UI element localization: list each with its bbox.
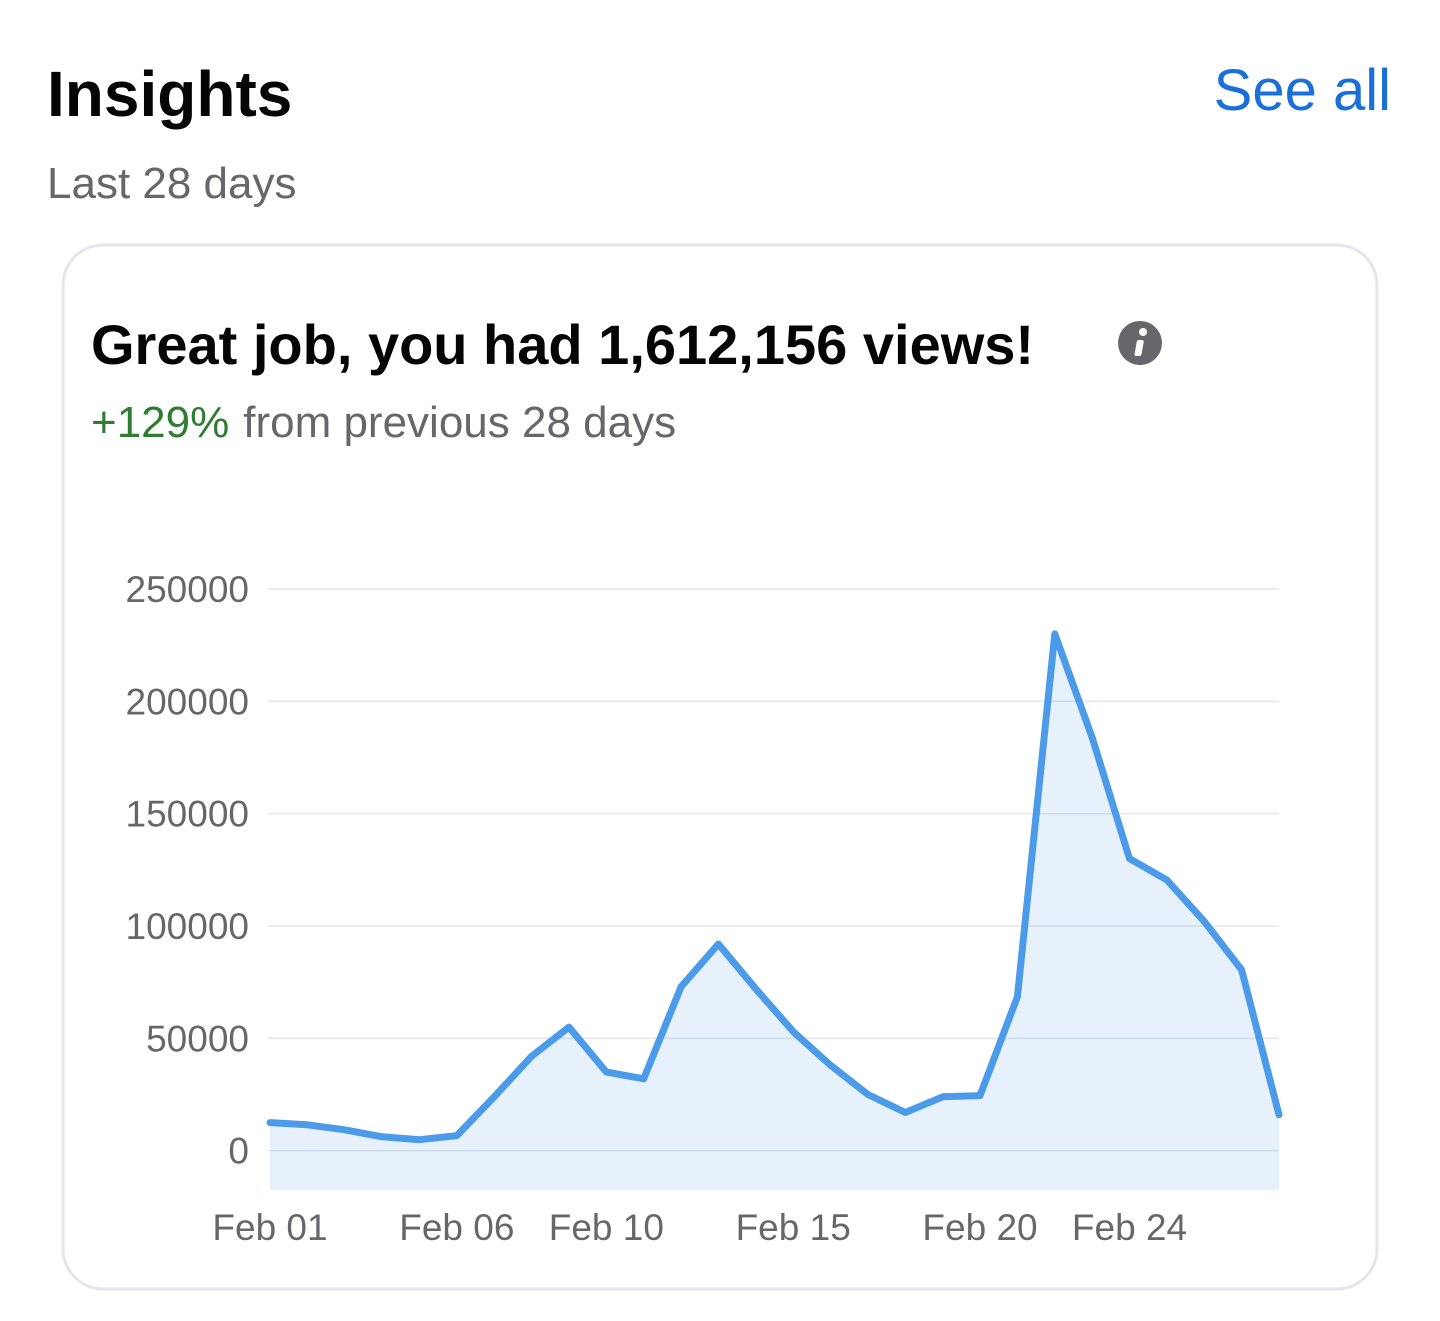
x-tick-label: Feb 20 — [922, 1207, 1037, 1248]
change-line: +129% from previous 28 days — [91, 398, 676, 447]
info-dot — [1139, 328, 1147, 336]
y-tick-label: 50000 — [146, 1018, 249, 1059]
card — [61, 243, 1379, 1291]
x-tick-label: Feb 10 — [549, 1207, 664, 1248]
headline: Great job, you had 1,612,156 views! — [91, 313, 1034, 376]
x-tick-label: Feb 01 — [212, 1207, 327, 1248]
y-tick-label: 0 — [228, 1131, 249, 1172]
info-stem — [1134, 340, 1144, 356]
x-tick-label: Feb 06 — [399, 1207, 514, 1248]
y-tick-label: 150000 — [126, 794, 249, 835]
line — [266, 630, 1283, 1144]
see-all-link[interactable]: See all — [1214, 58, 1391, 123]
change-value: +129% — [91, 398, 229, 447]
x-tick-label: Feb 15 — [736, 1207, 851, 1248]
chart: 0 50000 100000 150000 200000 250000 Feb 01 Feb … — [126, 569, 1283, 1248]
info-icon[interactable] — [1118, 321, 1162, 365]
y-tick-label: 100000 — [126, 906, 249, 947]
y-tick-label: 250000 — [126, 569, 249, 610]
period-label: Last 28 days — [47, 159, 297, 208]
x-tick-label: Feb 24 — [1072, 1207, 1187, 1248]
change-text: from previous 28 days — [243, 398, 676, 447]
area — [270, 633, 1279, 1190]
section-title: Insights — [47, 58, 292, 130]
y-tick-label: 200000 — [126, 681, 249, 722]
